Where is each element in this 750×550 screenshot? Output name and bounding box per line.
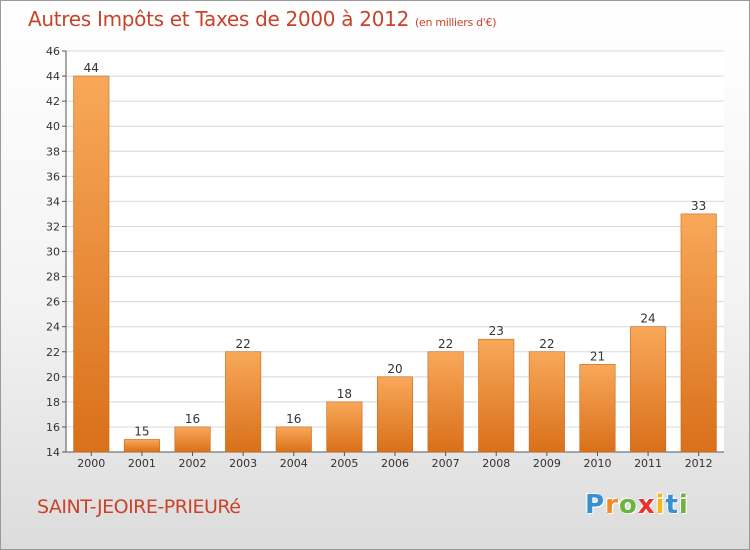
y-tick-label: 26 [46,296,60,309]
bar [225,351,262,453]
bar [680,213,717,453]
x-tick-label: 2002 [179,457,207,470]
bar-value-label: 16 [286,412,301,426]
bar [528,351,565,453]
x-tick-label: 2005 [330,457,358,470]
bar [427,351,464,453]
bar-value-label: 44 [84,61,99,75]
bar-value-label: 22 [539,337,554,351]
y-tick-label: 28 [46,271,60,284]
bar [73,75,110,453]
bar [579,363,616,453]
y-tick-label: 44 [46,70,60,83]
bar-value-label: 21 [590,349,605,363]
proxiti-logo: Proxiti [585,490,689,520]
bar-value-label: 22 [236,337,251,351]
y-tick-label: 22 [46,346,60,359]
logo-letter: i [678,490,689,520]
x-tick-label: 2001 [128,457,156,470]
bar-value-label: 22 [438,337,453,351]
bar [630,326,667,453]
y-tick-label: 46 [46,45,60,58]
y-tick-label: 24 [46,321,60,334]
bar-value-label: 15 [134,424,149,438]
y-tick-label: 16 [46,421,60,434]
x-tick-label: 2000 [77,457,105,470]
bar-value-label: 24 [640,312,655,326]
bar [174,426,211,453]
logo-letter: i [655,490,666,520]
bar-value-label: 23 [489,324,504,338]
location-name: SAINT-JEOIRE-PRIEURé [37,496,241,518]
y-tick-label: 34 [46,195,60,208]
y-tick-label: 32 [46,220,60,233]
x-tick-label: 2009 [533,457,561,470]
logo-letter: r [605,490,619,520]
bar [478,338,515,453]
bar-value-label: 33 [691,199,706,213]
y-tick-label: 14 [46,446,60,459]
logo-letter: o [618,490,638,520]
x-tick-label: 2010 [583,457,611,470]
x-tick-label: 2012 [685,457,713,470]
chart-subtitle: (en milliers d'€) [415,16,497,29]
y-tick-label: 20 [46,371,60,384]
y-tick-label: 40 [46,120,60,133]
bar [326,401,363,453]
x-tick-label: 2004 [280,457,308,470]
bar [123,439,160,453]
chart-title-text: Autres Impôts et Taxes de 2000 à 2012 [28,7,409,31]
bar-value-label: 18 [337,387,352,401]
chart-title: Autres Impôts et Taxes de 2000 à 2012 (en… [28,7,496,31]
y-tick-label: 42 [46,95,60,108]
bar-value-label: 20 [387,362,402,376]
bar [376,376,414,453]
x-tick-label: 2007 [432,457,460,470]
y-tick-label: 36 [46,170,60,183]
y-tick-label: 38 [46,145,60,158]
logo-letter: x [637,490,656,520]
bar-value-label: 16 [185,412,200,426]
bar [275,426,312,453]
x-tick-label: 2003 [229,457,257,470]
x-tick-label: 2006 [381,457,409,470]
x-tick-label: 2008 [482,457,510,470]
y-tick-label: 18 [46,396,60,409]
logo-letter: P [585,490,606,520]
y-tick-label: 30 [46,246,60,259]
logo-letter: t [665,490,679,520]
x-tick-label: 2011 [634,457,662,470]
